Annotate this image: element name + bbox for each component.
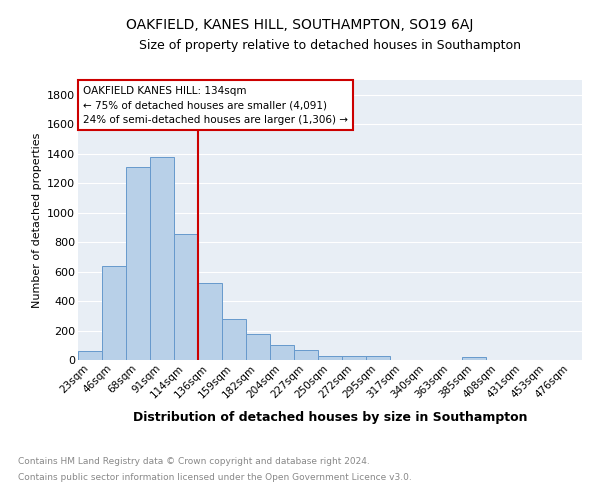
Bar bbox=[318, 356, 342, 360]
Text: Contains public sector information licensed under the Open Government Licence v3: Contains public sector information licen… bbox=[18, 472, 412, 482]
Text: Contains HM Land Registry data © Crown copyright and database right 2024.: Contains HM Land Registry data © Crown c… bbox=[18, 458, 370, 466]
Bar bbox=[246, 334, 270, 360]
Bar bbox=[102, 266, 126, 360]
Bar bbox=[198, 282, 222, 360]
Title: Size of property relative to detached houses in Southampton: Size of property relative to detached ho… bbox=[139, 40, 521, 52]
Bar bbox=[342, 356, 366, 360]
Bar bbox=[294, 350, 318, 360]
Bar bbox=[150, 158, 174, 360]
Text: OAKFIELD, KANES HILL, SOUTHAMPTON, SO19 6AJ: OAKFIELD, KANES HILL, SOUTHAMPTON, SO19 … bbox=[127, 18, 473, 32]
Bar bbox=[78, 352, 102, 360]
X-axis label: Distribution of detached houses by size in Southampton: Distribution of detached houses by size … bbox=[133, 410, 527, 424]
Text: OAKFIELD KANES HILL: 134sqm
← 75% of detached houses are smaller (4,091)
24% of : OAKFIELD KANES HILL: 134sqm ← 75% of det… bbox=[83, 86, 348, 125]
Y-axis label: Number of detached properties: Number of detached properties bbox=[32, 132, 41, 308]
Bar bbox=[366, 356, 390, 360]
Bar bbox=[126, 167, 150, 360]
Bar bbox=[270, 344, 294, 360]
Bar bbox=[174, 234, 198, 360]
Bar bbox=[222, 318, 246, 360]
Bar bbox=[462, 357, 486, 360]
